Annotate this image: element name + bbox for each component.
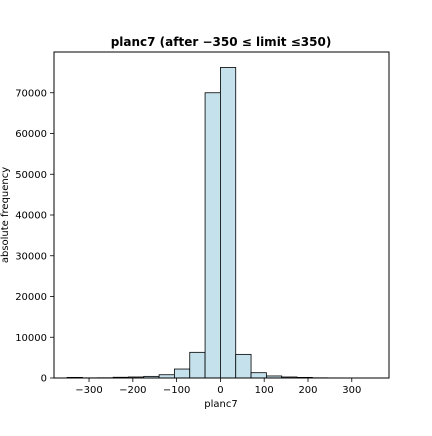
x-tick-label: 200 [298, 385, 317, 396]
y-tick-label: 30000 [15, 251, 47, 262]
y-tick-label: 10000 [15, 333, 47, 344]
y-tick-label: 0 [41, 374, 47, 385]
y-tick-label: 20000 [15, 292, 47, 303]
y-tick-label: 50000 [15, 170, 47, 181]
x-tick-label: 100 [255, 385, 274, 396]
histogram-bar-10 [220, 67, 235, 378]
x-tick-label: 300 [342, 385, 361, 396]
x-tick-label: −300 [75, 385, 102, 396]
histogram-bar-9 [205, 93, 220, 378]
chart-title: planc7 (after −350 ≤ limit ≤350) [111, 35, 332, 49]
y-tick-label: 70000 [15, 88, 47, 99]
y-tick-label: 40000 [15, 211, 47, 222]
histogram-bar-7 [174, 369, 189, 378]
x-tick-label: −200 [119, 385, 146, 396]
y-axis-ticks: 0 10000 20000 30000 40000 50000 60000 70000 [15, 88, 54, 384]
bars-group [67, 67, 374, 378]
x-tick-label: 0 [217, 385, 223, 396]
y-axis-label: absolute frequency [0, 167, 11, 263]
x-axis-label: planc7 [204, 399, 237, 410]
y-tick-label: 60000 [15, 129, 47, 140]
x-axis-ticks: −300 −200 −100 0 100 200 300 [75, 378, 361, 396]
x-tick-label: −100 [163, 385, 190, 396]
histogram-bar-8 [190, 352, 205, 378]
histogram-bar-11 [236, 354, 251, 378]
histogram-bar-12 [251, 373, 266, 378]
